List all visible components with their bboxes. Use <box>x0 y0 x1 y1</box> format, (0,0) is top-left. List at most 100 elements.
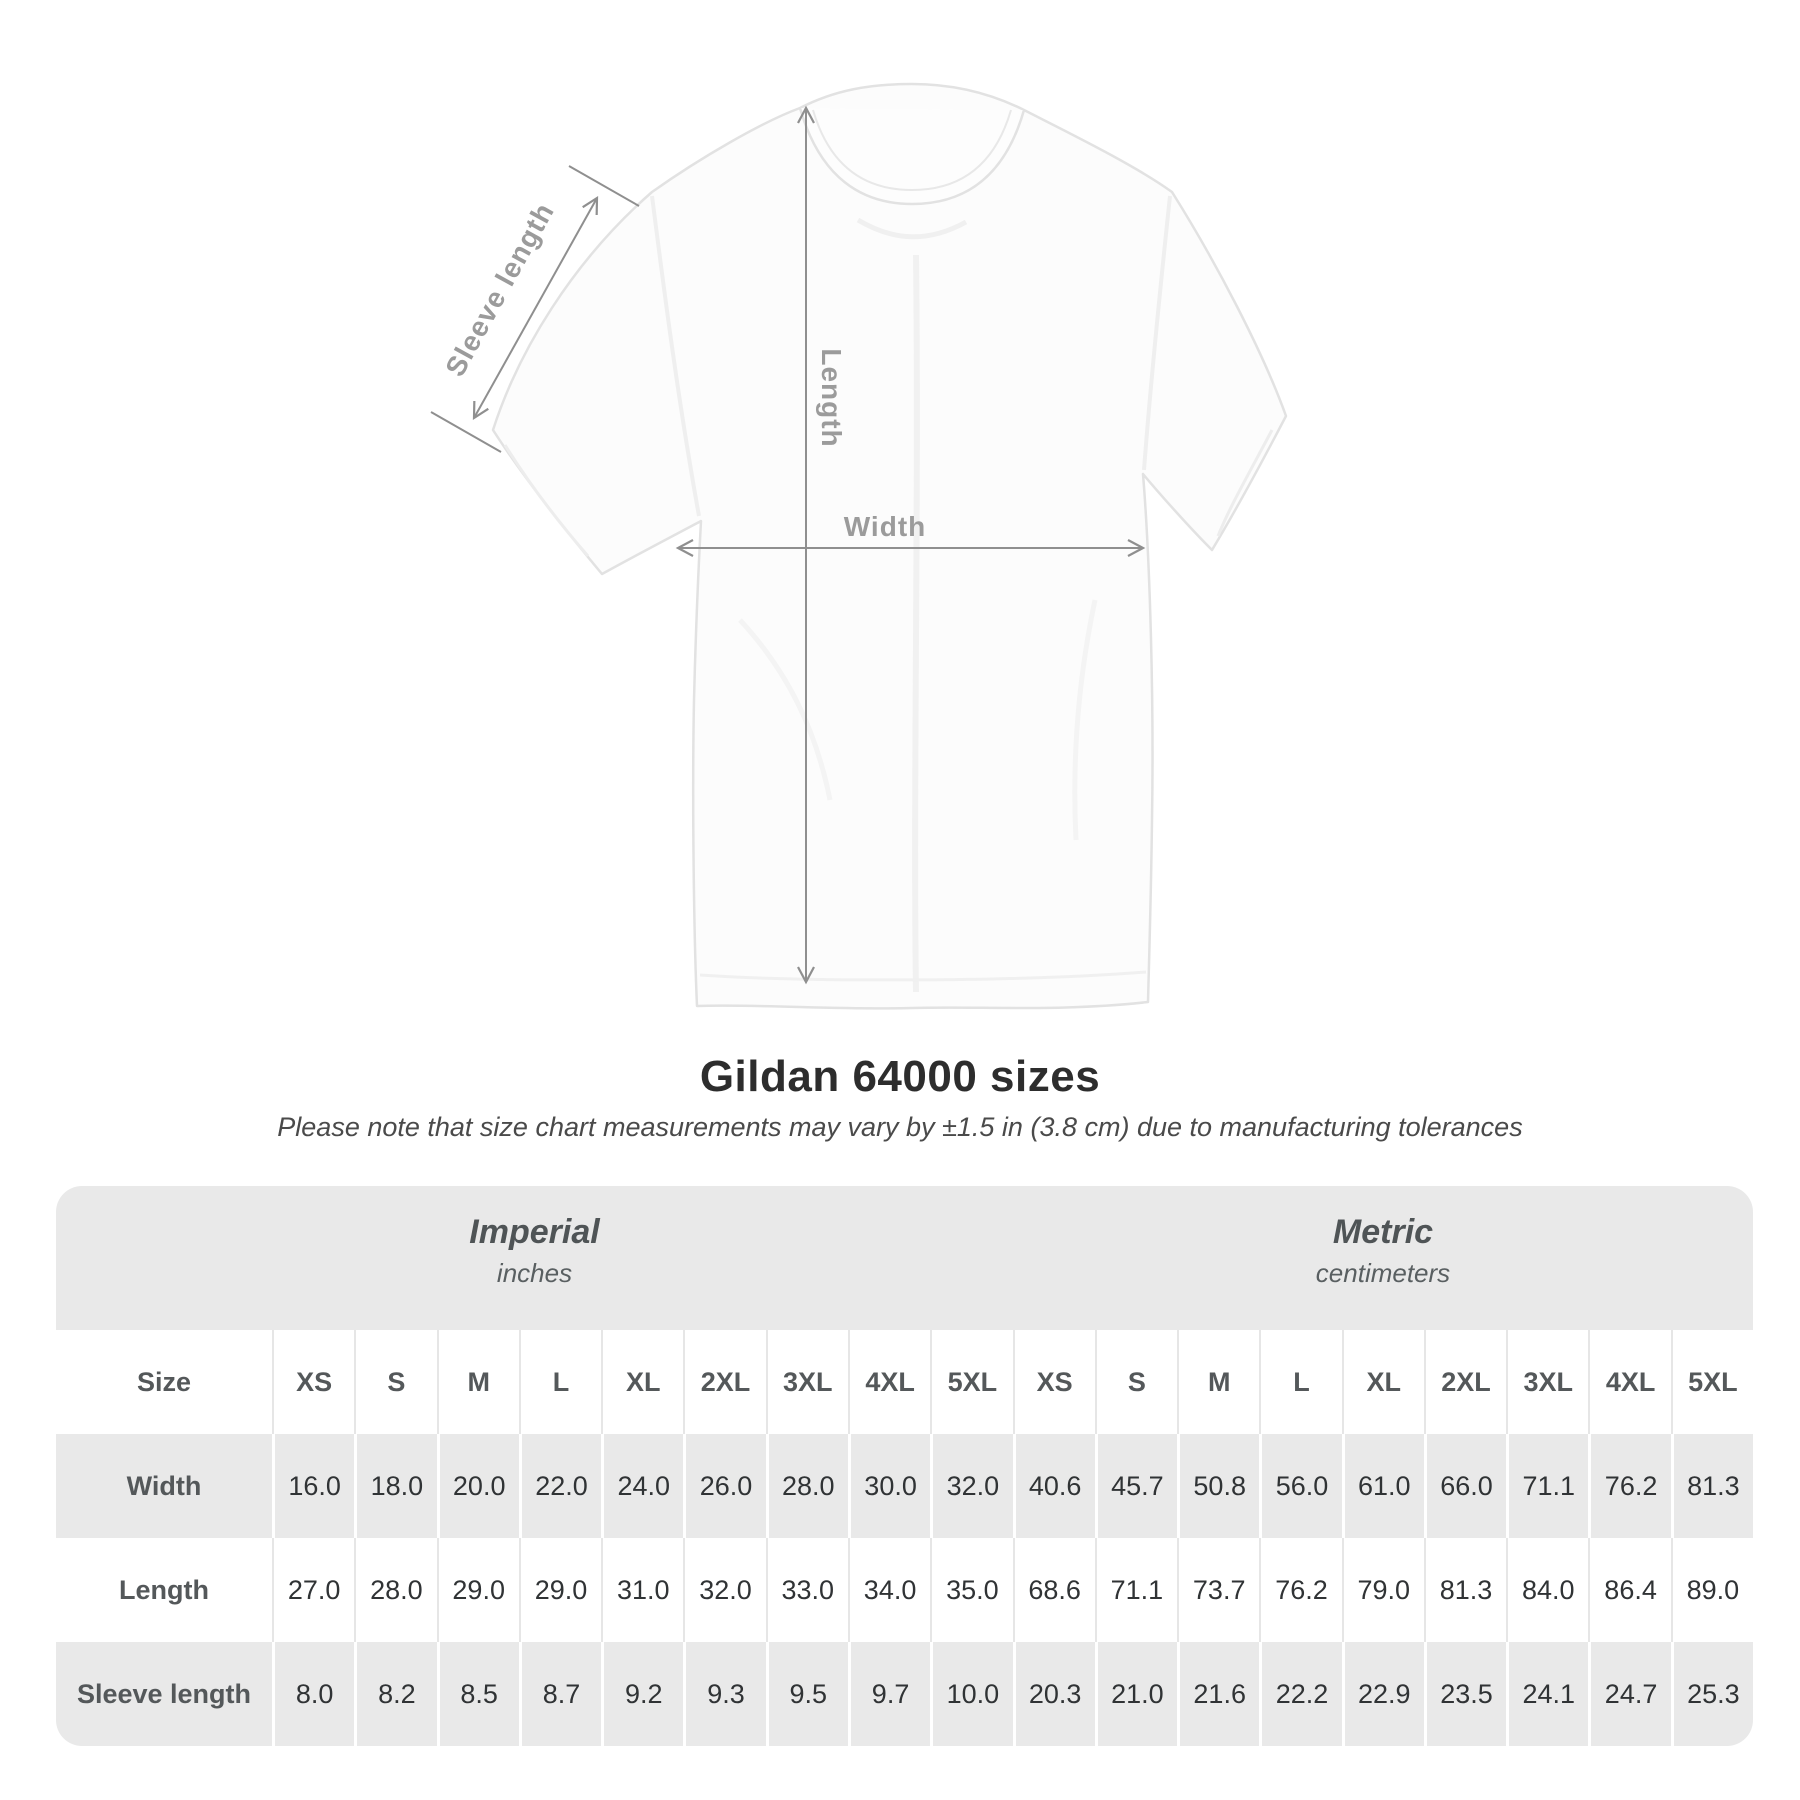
value-cell: 81.3 <box>1670 1434 1753 1538</box>
unit-header-band: Imperial inches Metric centimeters <box>56 1186 1753 1330</box>
size-header-cell: 5XL <box>930 1330 1012 1434</box>
value-cell: 8.7 <box>518 1642 601 1746</box>
value-cell: 22.9 <box>1341 1642 1424 1746</box>
unit-group-imperial: Imperial inches <box>56 1186 1013 1330</box>
tshirt-collar-outer <box>798 107 1026 206</box>
size-header-cell: 5XL <box>1670 1330 1753 1434</box>
dimension-lines <box>430 105 1146 985</box>
value-cell: 20.0 <box>436 1434 519 1538</box>
value-cell: 30.0 <box>847 1434 930 1538</box>
size-header-cell: 4XL <box>847 1330 930 1434</box>
value-cell: 40.6 <box>1012 1434 1095 1538</box>
size-header-cell: XL <box>601 1330 683 1434</box>
row-label: Length <box>119 1574 209 1605</box>
value-cell: 24.1 <box>1506 1642 1588 1746</box>
sleeve-length-arrow <box>472 195 599 421</box>
sleeve-tick-bottom <box>430 411 502 453</box>
value-cell: 8.2 <box>354 1642 436 1746</box>
size-header-cell: M <box>436 1330 519 1434</box>
size-header-cell: XS <box>1012 1330 1095 1434</box>
value-cell: 71.1 <box>1094 1538 1177 1642</box>
size-table: Imperial inches Metric centimeters Size … <box>56 1186 1753 1746</box>
value-cell: 33.0 <box>765 1538 848 1642</box>
value-cell: 9.7 <box>847 1642 930 1746</box>
size-header-cell: 2XL <box>1423 1330 1506 1434</box>
value-cell: 9.5 <box>765 1642 848 1746</box>
size-header-cell: XL <box>1341 1330 1424 1434</box>
value-cell: 45.7 <box>1094 1434 1177 1538</box>
size-header-cell: 4XL <box>1588 1330 1670 1434</box>
value-cell: 86.4 <box>1588 1538 1670 1642</box>
value-cell: 71.1 <box>1506 1434 1588 1538</box>
value-cell: 9.3 <box>683 1642 765 1746</box>
value-cell: 27.0 <box>272 1538 354 1642</box>
value-cell: 34.0 <box>847 1538 930 1642</box>
value-cell: 22.0 <box>518 1434 601 1538</box>
value-cell: 28.0 <box>354 1538 436 1642</box>
length-label: Length <box>816 348 847 447</box>
value-cell: 21.6 <box>1177 1642 1259 1746</box>
row-label: Sleeve length <box>76 1678 252 1709</box>
value-cell: 89.0 <box>1670 1538 1753 1642</box>
size-header-cell: 2XL <box>683 1330 765 1434</box>
value-cell: 76.2 <box>1259 1538 1341 1642</box>
value-cell: 23.5 <box>1423 1642 1506 1746</box>
value-cell: 22.2 <box>1259 1642 1341 1746</box>
value-cell: 10.0 <box>930 1642 1012 1746</box>
length-row: Length 27.0 28.0 29.0 29.0 31.0 32.0 33.… <box>56 1538 1753 1642</box>
metric-heading: Metric <box>1332 1213 1434 1251</box>
value-cell: 66.0 <box>1423 1434 1506 1538</box>
size-header-cell: S <box>354 1330 436 1434</box>
value-cell: 79.0 <box>1341 1538 1424 1642</box>
value-cell: 56.0 <box>1259 1434 1341 1538</box>
size-header-cell: XS <box>272 1330 354 1434</box>
value-cell: 76.2 <box>1588 1434 1670 1538</box>
value-cell: 32.0 <box>683 1538 765 1642</box>
unit-group-metric: Metric centimeters <box>1013 1186 1753 1330</box>
value-cell: 25.3 <box>1670 1642 1753 1746</box>
value-cell: 20.3 <box>1012 1642 1095 1746</box>
value-cell: 21.0 <box>1094 1642 1177 1746</box>
value-cell: 32.0 <box>930 1434 1012 1538</box>
value-cell: 28.0 <box>765 1434 848 1538</box>
size-header-cell: 3XL <box>765 1330 848 1434</box>
size-header-cell: M <box>1177 1330 1259 1434</box>
size-header-cell: L <box>1259 1330 1341 1434</box>
imperial-heading: Imperial <box>469 1213 600 1251</box>
page-title: Gildan 64000 sizes <box>699 1052 1101 1101</box>
size-header-cell: S <box>1094 1330 1177 1434</box>
value-cell: 18.0 <box>354 1434 436 1538</box>
value-cell: 29.0 <box>436 1538 519 1642</box>
page-subtitle: Please note that size chart measurements… <box>277 1112 1523 1142</box>
metric-unit: centimeters <box>1315 1258 1451 1288</box>
value-cell: 84.0 <box>1506 1538 1588 1642</box>
value-cell: 8.0 <box>272 1642 354 1746</box>
imperial-unit: inches <box>496 1258 573 1288</box>
value-cell: 8.5 <box>436 1642 519 1746</box>
value-cell: 81.3 <box>1423 1538 1506 1642</box>
value-cell: 9.2 <box>601 1642 683 1746</box>
fabric-folds <box>503 195 1274 993</box>
value-cell: 68.6 <box>1012 1538 1095 1642</box>
size-header-row: Size XS S M L XL 2XL 3XL 4XL 5XL XS S M … <box>56 1330 1753 1434</box>
value-cell: 31.0 <box>601 1538 683 1642</box>
size-column-header: Size <box>136 1366 192 1397</box>
value-cell: 29.0 <box>518 1538 601 1642</box>
sleeve-tick-top <box>568 165 640 207</box>
tshirt-diagram: Sleeve length Length Width <box>430 82 1288 1010</box>
value-cell: 26.0 <box>683 1434 765 1538</box>
value-cell: 16.0 <box>272 1434 354 1538</box>
width-label: Width <box>844 511 927 542</box>
size-header-cell: L <box>518 1330 601 1434</box>
tshirt-collar-inner <box>812 109 1012 192</box>
tshirt-illustration <box>491 82 1288 1010</box>
value-cell: 24.7 <box>1588 1642 1670 1746</box>
sleeve-length-row: Sleeve length 8.0 8.2 8.5 8.7 9.2 9.3 9.… <box>56 1642 1753 1746</box>
size-header-cell: 3XL <box>1506 1330 1588 1434</box>
value-cell: 24.0 <box>601 1434 683 1538</box>
width-row: Width 16.0 18.0 20.0 22.0 24.0 26.0 28.0… <box>56 1434 1753 1538</box>
row-label: Width <box>126 1470 202 1501</box>
value-cell: 61.0 <box>1341 1434 1424 1538</box>
value-cell: 50.8 <box>1177 1434 1259 1538</box>
value-cell: 35.0 <box>930 1538 1012 1642</box>
